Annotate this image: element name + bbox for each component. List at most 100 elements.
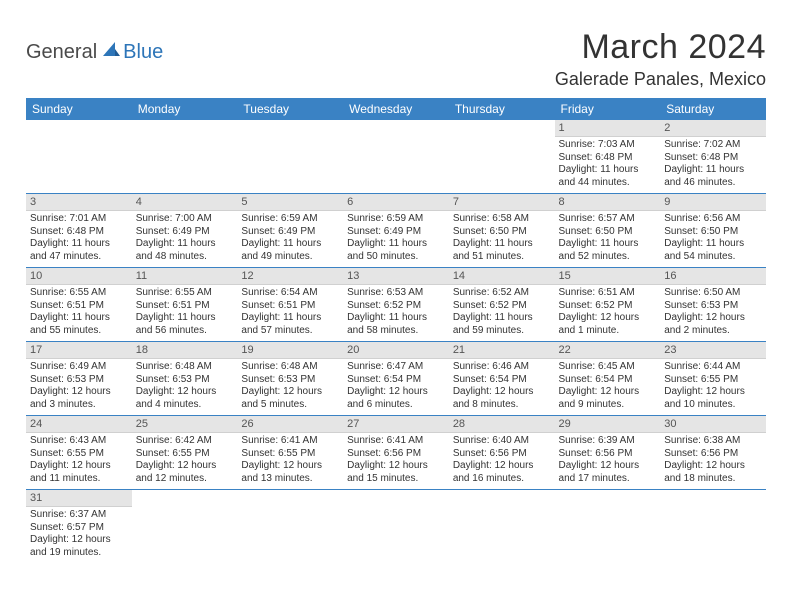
day-number: 26	[237, 416, 343, 433]
day-number: 1	[555, 120, 661, 137]
day-number: 14	[449, 268, 555, 285]
calendar-cell: 10 Sunrise: 6:55 AMSunset: 6:51 PMDayligh…	[26, 268, 132, 342]
calendar-cell: 4Sunrise: 7:00 AMSunset: 6:49 PMDaylight…	[132, 194, 238, 268]
day-details: Sunrise: 6:50 AMSunset: 6:53 PMDaylight:…	[660, 285, 766, 341]
sunrise-line: Sunrise: 6:48 AM	[241, 361, 339, 374]
day-number: 17	[26, 342, 132, 359]
sunrise-line: Sunrise: 6:48 AM	[136, 361, 234, 374]
daylight-line: Daylight: 11 hours and 55 minutes.	[30, 312, 128, 337]
calendar-cell	[343, 120, 449, 194]
day-number: 28	[449, 416, 555, 433]
daylight-line: Daylight: 12 hours and 19 minutes.	[30, 534, 128, 559]
day-number: 22	[555, 342, 661, 359]
calendar-cell: 13Sunrise: 6:53 AMSunset: 6:52 PMDayligh…	[343, 268, 449, 342]
day-details: Sunrise: 6:38 AMSunset: 6:56 PMDaylight:…	[660, 433, 766, 489]
daylight-line: Daylight: 12 hours and 16 minutes.	[453, 460, 551, 485]
day-number: 18	[132, 342, 238, 359]
calendar-cell: 9Sunrise: 6:56 AMSunset: 6:50 PMDaylight…	[660, 194, 766, 268]
sunrise-line: Sunrise: 6:41 AM	[347, 435, 445, 448]
logo-text-general: General	[26, 41, 97, 64]
sunset-line: Sunset: 6:52 PM	[559, 300, 657, 313]
daylight-line: Daylight: 11 hours and 59 minutes.	[453, 312, 551, 337]
calendar-cell: 12Sunrise: 6:54 AMSunset: 6:51 PMDayligh…	[237, 268, 343, 342]
sunset-line: Sunset: 6:51 PM	[241, 300, 339, 313]
sunrise-line: Sunrise: 6:59 AM	[241, 213, 339, 226]
calendar-cell: 11Sunrise: 6:55 AMSunset: 6:51 PMDayligh…	[132, 268, 238, 342]
sunrise-line: Sunrise: 6:43 AM	[30, 435, 128, 448]
day-details: Sunrise: 6:58 AMSunset: 6:50 PMDaylight:…	[449, 211, 555, 267]
day-number: 2	[660, 120, 766, 137]
day-number: 19	[237, 342, 343, 359]
daylight-line: Daylight: 12 hours and 4 minutes.	[136, 386, 234, 411]
weekday-header: Friday	[555, 98, 661, 120]
sunrise-line: Sunrise: 7:02 AM	[664, 139, 762, 152]
daylight-line: Daylight: 12 hours and 12 minutes.	[136, 460, 234, 485]
daylight-line: Daylight: 11 hours and 52 minutes.	[559, 238, 657, 263]
sunrise-line: Sunrise: 6:44 AM	[664, 361, 762, 374]
day-details: Sunrise: 7:02 AMSunset: 6:48 PMDaylight:…	[660, 137, 766, 193]
day-details: Sunrise: 6:43 AMSunset: 6:55 PMDaylight:…	[26, 433, 132, 489]
day-number: 8	[555, 194, 661, 211]
day-number: 4	[132, 194, 238, 211]
calendar-row: 24Sunrise: 6:43 AMSunset: 6:55 PMDayligh…	[26, 416, 766, 490]
sunrise-line: Sunrise: 6:46 AM	[453, 361, 551, 374]
sunset-line: Sunset: 6:50 PM	[453, 226, 551, 239]
day-details: Sunrise: 6:49 AMSunset: 6:53 PMDaylight:…	[26, 359, 132, 415]
daylight-line: Daylight: 12 hours and 5 minutes.	[241, 386, 339, 411]
calendar-cell	[449, 120, 555, 194]
calendar-cell: 6Sunrise: 6:59 AMSunset: 6:49 PMDaylight…	[343, 194, 449, 268]
sunset-line: Sunset: 6:48 PM	[559, 152, 657, 165]
calendar-cell: 31Sunrise: 6:37 AMSunset: 6:57 PMDayligh…	[26, 490, 132, 564]
calendar-cell: 27Sunrise: 6:41 AMSunset: 6:56 PMDayligh…	[343, 416, 449, 490]
day-details: Sunrise: 6:52 AMSunset: 6:52 PMDaylight:…	[449, 285, 555, 341]
sunset-line: Sunset: 6:53 PM	[241, 374, 339, 387]
day-number: 15	[555, 268, 661, 285]
day-number: 16	[660, 268, 766, 285]
sunrise-line: Sunrise: 6:40 AM	[453, 435, 551, 448]
daylight-line: Daylight: 12 hours and 1 minute.	[559, 312, 657, 337]
daylight-line: Daylight: 11 hours and 44 minutes.	[559, 164, 657, 189]
calendar-cell: 23Sunrise: 6:44 AMSunset: 6:55 PMDayligh…	[660, 342, 766, 416]
day-details: Sunrise: 6:42 AMSunset: 6:55 PMDaylight:…	[132, 433, 238, 489]
page-title: March 2024	[555, 28, 766, 67]
sunset-line: Sunset: 6:52 PM	[453, 300, 551, 313]
weekday-header: Wednesday	[343, 98, 449, 120]
sunrise-line: Sunrise: 7:00 AM	[136, 213, 234, 226]
sunset-line: Sunset: 6:56 PM	[664, 448, 762, 461]
day-details: Sunrise: 6:56 AMSunset: 6:50 PMDaylight:…	[660, 211, 766, 267]
location: Galerade Panales, Mexico	[555, 69, 766, 90]
sunset-line: Sunset: 6:55 PM	[241, 448, 339, 461]
calendar-cell: 18Sunrise: 6:48 AMSunset: 6:53 PMDayligh…	[132, 342, 238, 416]
weekday-header: Thursday	[449, 98, 555, 120]
calendar-cell: 30Sunrise: 6:38 AMSunset: 6:56 PMDayligh…	[660, 416, 766, 490]
day-details: Sunrise: 7:00 AMSunset: 6:49 PMDaylight:…	[132, 211, 238, 267]
day-details: Sunrise: 6:39 AMSunset: 6:56 PMDaylight:…	[555, 433, 661, 489]
day-number: 10	[26, 268, 132, 285]
daylight-line: Daylight: 11 hours and 47 minutes.	[30, 238, 128, 263]
calendar-cell: 21Sunrise: 6:46 AMSunset: 6:54 PMDayligh…	[449, 342, 555, 416]
sunrise-line: Sunrise: 6:57 AM	[559, 213, 657, 226]
sunrise-line: Sunrise: 6:51 AM	[559, 287, 657, 300]
sunset-line: Sunset: 6:51 PM	[30, 300, 128, 313]
sunrise-line: Sunrise: 6:55 AM	[30, 287, 128, 300]
daylight-line: Daylight: 12 hours and 13 minutes.	[241, 460, 339, 485]
sunset-line: Sunset: 6:49 PM	[241, 226, 339, 239]
logo: General Blue	[26, 40, 163, 65]
sunrise-line: Sunrise: 6:42 AM	[136, 435, 234, 448]
day-details: Sunrise: 6:48 AMSunset: 6:53 PMDaylight:…	[237, 359, 343, 415]
sunset-line: Sunset: 6:52 PM	[347, 300, 445, 313]
calendar-cell: 16Sunrise: 6:50 AMSunset: 6:53 PMDayligh…	[660, 268, 766, 342]
day-details: Sunrise: 6:59 AMSunset: 6:49 PMDaylight:…	[343, 211, 449, 267]
calendar-cell: 8Sunrise: 6:57 AMSunset: 6:50 PMDaylight…	[555, 194, 661, 268]
calendar-cell: 24Sunrise: 6:43 AMSunset: 6:55 PMDayligh…	[26, 416, 132, 490]
calendar-cell	[132, 120, 238, 194]
sunset-line: Sunset: 6:54 PM	[453, 374, 551, 387]
day-number: 9	[660, 194, 766, 211]
calendar-cell	[132, 490, 238, 564]
day-number: 20	[343, 342, 449, 359]
day-details: Sunrise: 6:53 AMSunset: 6:52 PMDaylight:…	[343, 285, 449, 341]
daylight-line: Daylight: 12 hours and 18 minutes.	[664, 460, 762, 485]
sunrise-line: Sunrise: 6:38 AM	[664, 435, 762, 448]
calendar-cell: 22Sunrise: 6:45 AMSunset: 6:54 PMDayligh…	[555, 342, 661, 416]
day-number: 30	[660, 416, 766, 433]
